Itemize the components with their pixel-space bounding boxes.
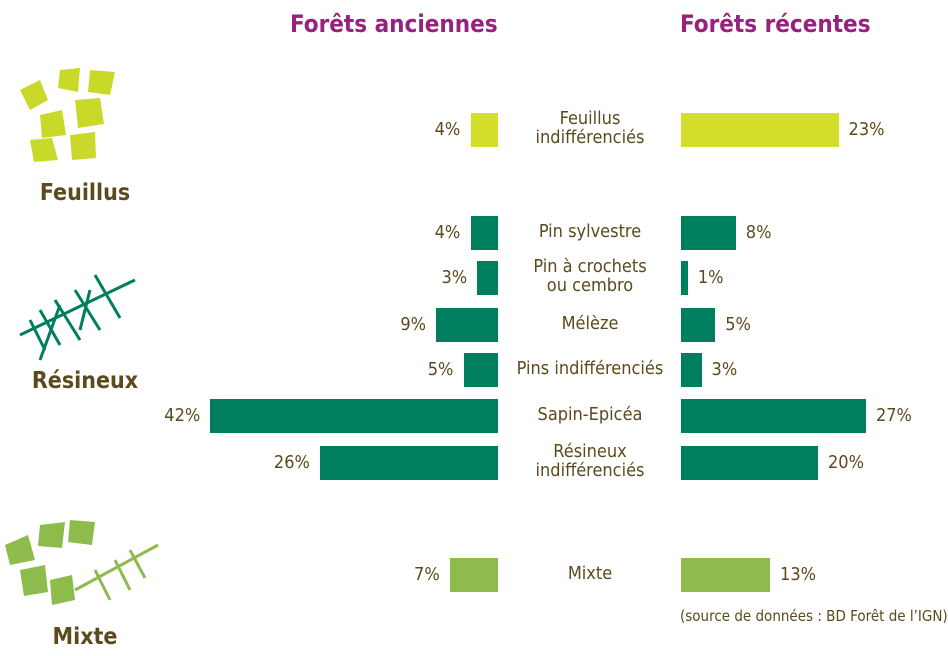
value-label: 1%: [697, 267, 724, 288]
value-label: 27%: [875, 405, 912, 426]
value-label: 8%: [745, 222, 772, 243]
mixed-icon: [5, 520, 95, 605]
category-label: Feuillus indifférenciés: [535, 108, 645, 148]
bar: [681, 113, 839, 147]
value-label: 4%: [434, 119, 461, 140]
leaf-icon: [20, 68, 115, 162]
value-label: 20%: [828, 452, 864, 473]
icons: [5, 68, 159, 605]
bar: [470, 113, 498, 147]
category-label: Pin à crochets ou cembro: [533, 256, 647, 296]
bar: [681, 308, 716, 342]
bar: [470, 216, 498, 250]
series-header: Forêts récentes: [680, 10, 871, 38]
value-label: 3%: [441, 267, 468, 288]
value-label: 3%: [711, 359, 738, 380]
conifer-icon: [19, 274, 136, 361]
group-label: Mixte: [52, 624, 118, 650]
bar: [681, 399, 866, 433]
value-label: 5%: [427, 359, 454, 380]
value-label: 42%: [164, 405, 201, 426]
bar: [681, 216, 736, 250]
bar: [681, 261, 688, 295]
category-label: Pin sylvestre: [538, 220, 642, 242]
group-label: Feuillus: [39, 180, 131, 206]
value-label: 26%: [273, 452, 310, 473]
value-label: 23%: [848, 119, 885, 140]
value-label: 7%: [414, 564, 440, 585]
mixed-icon-needles: [74, 543, 159, 601]
category-label: Mixte: [567, 562, 613, 584]
source-note: (source de données : BD Forêt de l’IGN): [680, 607, 948, 625]
series-header: Forêts anciennes: [290, 10, 498, 38]
bar: [463, 353, 498, 387]
bar: [681, 558, 771, 592]
category-label: Pins indifférenciés: [516, 357, 664, 379]
value-label: 5%: [725, 314, 751, 335]
bar: [450, 558, 498, 592]
bar: [210, 399, 498, 433]
bar: [477, 261, 498, 295]
category-label: Mélèze: [561, 312, 619, 334]
category-label: Sapin-Epicéa: [537, 403, 643, 425]
bar: [436, 308, 498, 342]
bar: [681, 446, 818, 480]
value-label: 13%: [780, 564, 817, 585]
bar: [319, 446, 498, 480]
value-label: 4%: [434, 222, 461, 243]
group-label: Résineux: [31, 368, 139, 394]
bar: [681, 353, 702, 387]
category-label: Résineux indifférenciés: [535, 441, 645, 481]
value-label: 9%: [400, 314, 427, 335]
